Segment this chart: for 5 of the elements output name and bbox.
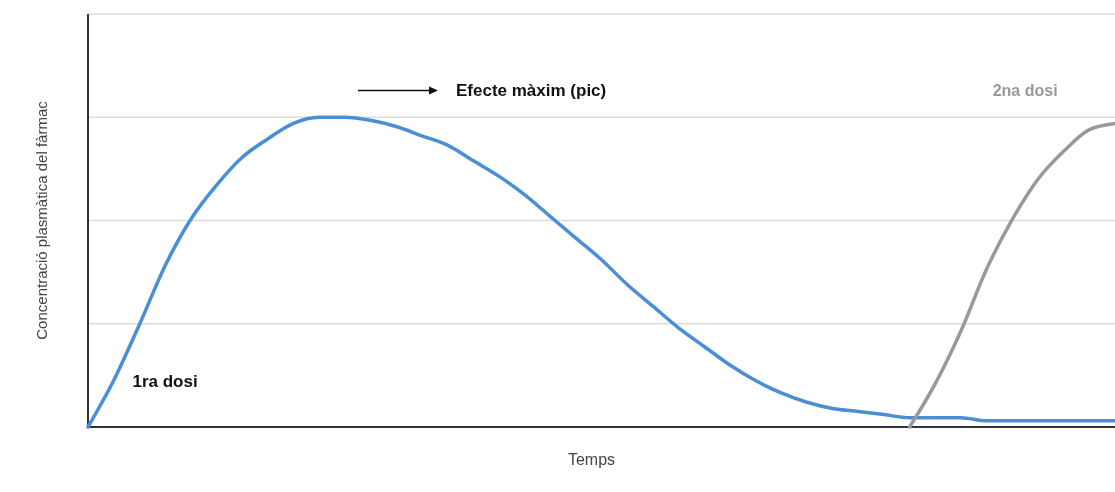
text: 2na dosi [992, 81, 1058, 99]
y-axis-title: Concentració plasmàtica del fàrmac [33, 100, 50, 340]
x-axis-title: Temps [567, 451, 616, 468]
text: Efecte màxim (pic) [456, 80, 607, 100]
series-label: 1ra dosi [132, 371, 198, 391]
